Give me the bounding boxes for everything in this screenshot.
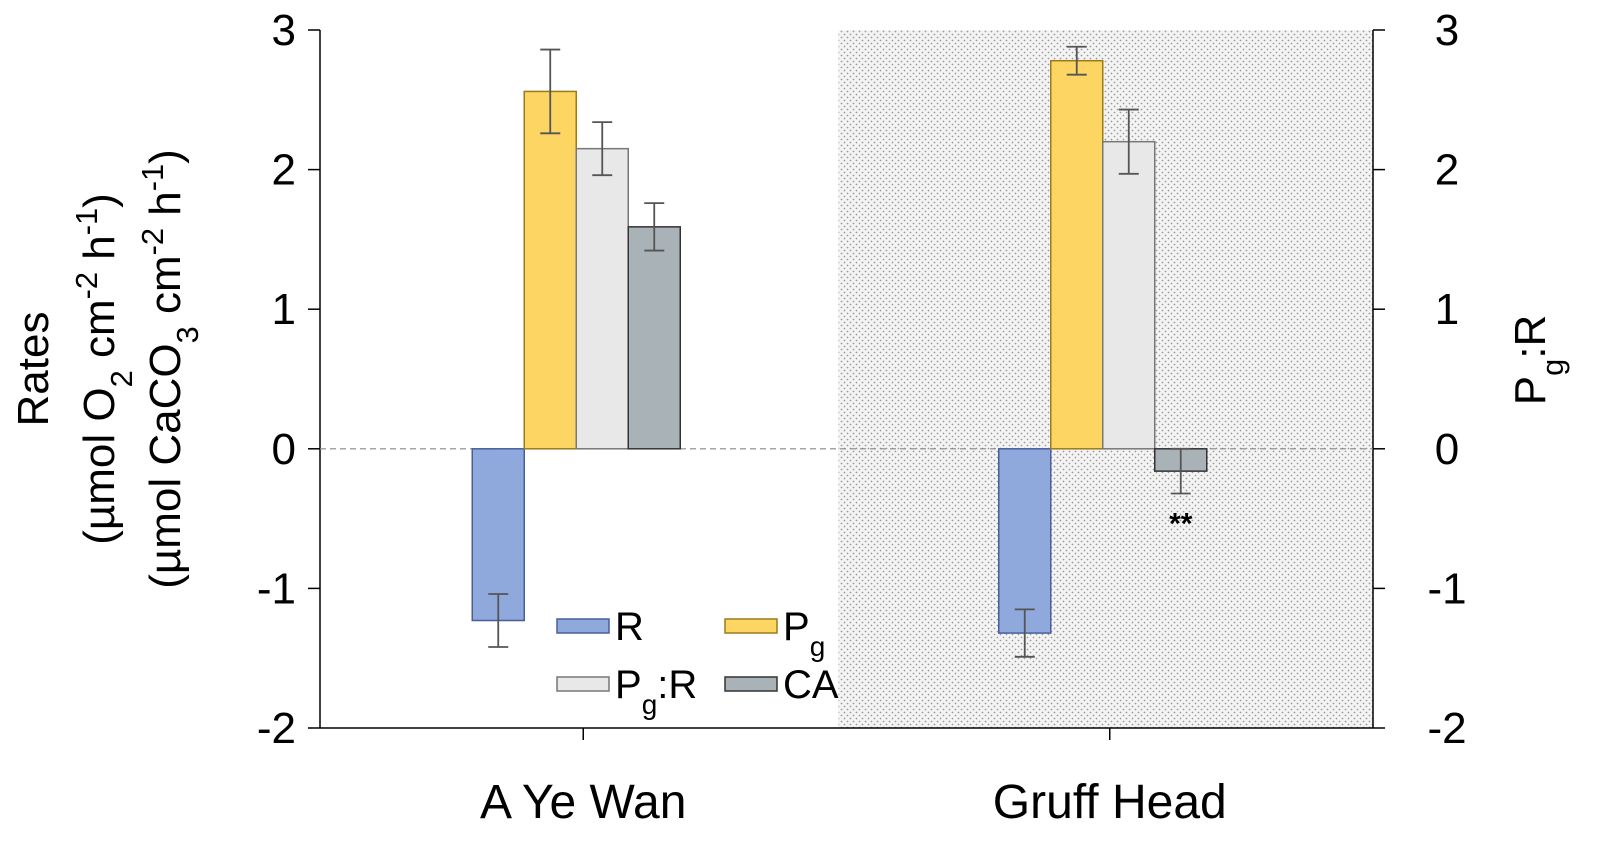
y2-tick-label: 3 — [1435, 6, 1459, 55]
error-bar — [592, 121, 613, 177]
legend-label: R — [615, 605, 644, 649]
y-tick-label: 0 — [272, 425, 296, 474]
error-bar — [1170, 447, 1191, 495]
legend-swatch — [556, 618, 610, 634]
legend-swatch — [724, 618, 778, 634]
error-bar — [1014, 608, 1035, 658]
legend-swatch — [724, 676, 778, 692]
y-tick-label: -1 — [257, 564, 296, 613]
bar — [575, 147, 629, 450]
legend-label: Pg — [783, 605, 825, 662]
legend-swatch — [556, 676, 610, 692]
bar — [627, 226, 681, 450]
error-bar — [1118, 108, 1139, 175]
y2-tick-label: 1 — [1435, 285, 1459, 334]
y-tick-label: 2 — [272, 146, 296, 195]
x-tick-label: Gruff Head — [993, 776, 1227, 829]
legend-label: Pg:R — [615, 663, 697, 720]
error-bar — [1066, 45, 1087, 76]
y-axis-title: (µmol O2 cm-2 h-1) — [69, 193, 139, 545]
bar — [998, 448, 1052, 634]
error-bar — [540, 48, 561, 135]
x-tick-label: A Ye Wan — [480, 776, 686, 829]
bar — [523, 90, 577, 450]
y-axis-title: (µmol CaCO3 cm-2 h-1) — [135, 149, 205, 589]
y2-tick-label: -2 — [1427, 704, 1466, 753]
bar — [1102, 140, 1156, 450]
bar — [1050, 59, 1104, 450]
y-tick-label: 1 — [272, 285, 296, 334]
y-tick-label: -2 — [257, 704, 296, 753]
error-bar — [488, 593, 509, 648]
y2-axis-title: Pg:R — [1506, 315, 1570, 406]
bar — [471, 448, 525, 622]
legend-label: CA — [783, 663, 839, 707]
y2-tick-label: -1 — [1427, 564, 1466, 613]
y-axis-title: Rates — [9, 312, 58, 427]
annotation: ** — [1169, 507, 1193, 540]
error-bar — [644, 202, 665, 252]
y-tick-label: 3 — [272, 6, 296, 55]
y2-tick-label: 2 — [1435, 146, 1459, 195]
y2-tick-label: 0 — [1435, 425, 1459, 474]
